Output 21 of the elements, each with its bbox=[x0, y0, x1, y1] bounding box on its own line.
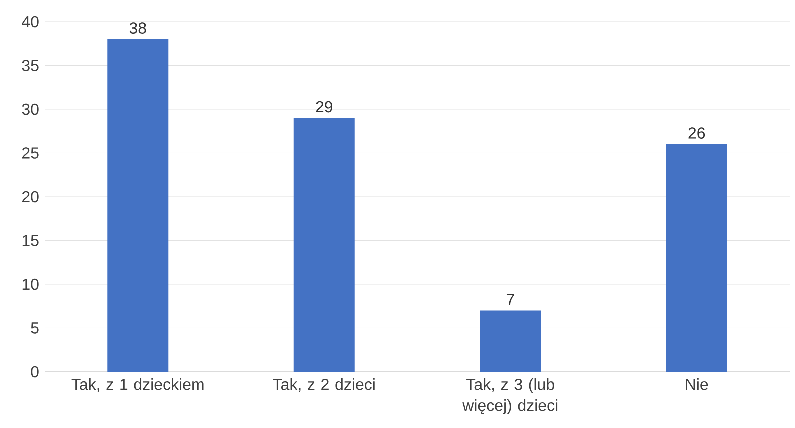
x-tick-label: Nie bbox=[686, 378, 708, 390]
y-tick-label: 20 bbox=[22, 191, 39, 203]
x-tick-label: Tak, z 1 dzieckiem bbox=[72, 378, 204, 392]
data-label: 38 bbox=[130, 22, 146, 34]
y-tick-label: 5 bbox=[31, 322, 39, 334]
y-tick-label: 25 bbox=[22, 148, 39, 159]
x-tick-label: Tak, z 2 dzieci bbox=[273, 378, 375, 392]
y-tick-label: 10 bbox=[22, 278, 39, 290]
x-tick-label: Tak, z 3 (lub więcej) dzieci bbox=[462, 378, 558, 414]
y-tick-label: 30 bbox=[22, 104, 39, 116]
bar bbox=[294, 118, 355, 372]
y-tick-label: 0 bbox=[31, 366, 39, 378]
bar bbox=[666, 144, 728, 372]
data-label: 29 bbox=[316, 101, 333, 113]
data-label: 26 bbox=[688, 128, 706, 139]
bar bbox=[108, 39, 169, 372]
y-tick-label: 40 bbox=[22, 16, 39, 28]
data-label: 7 bbox=[506, 294, 514, 306]
y-tick-label: 15 bbox=[22, 235, 39, 246]
y-tick-label: 35 bbox=[22, 60, 39, 72]
bar bbox=[480, 310, 542, 372]
